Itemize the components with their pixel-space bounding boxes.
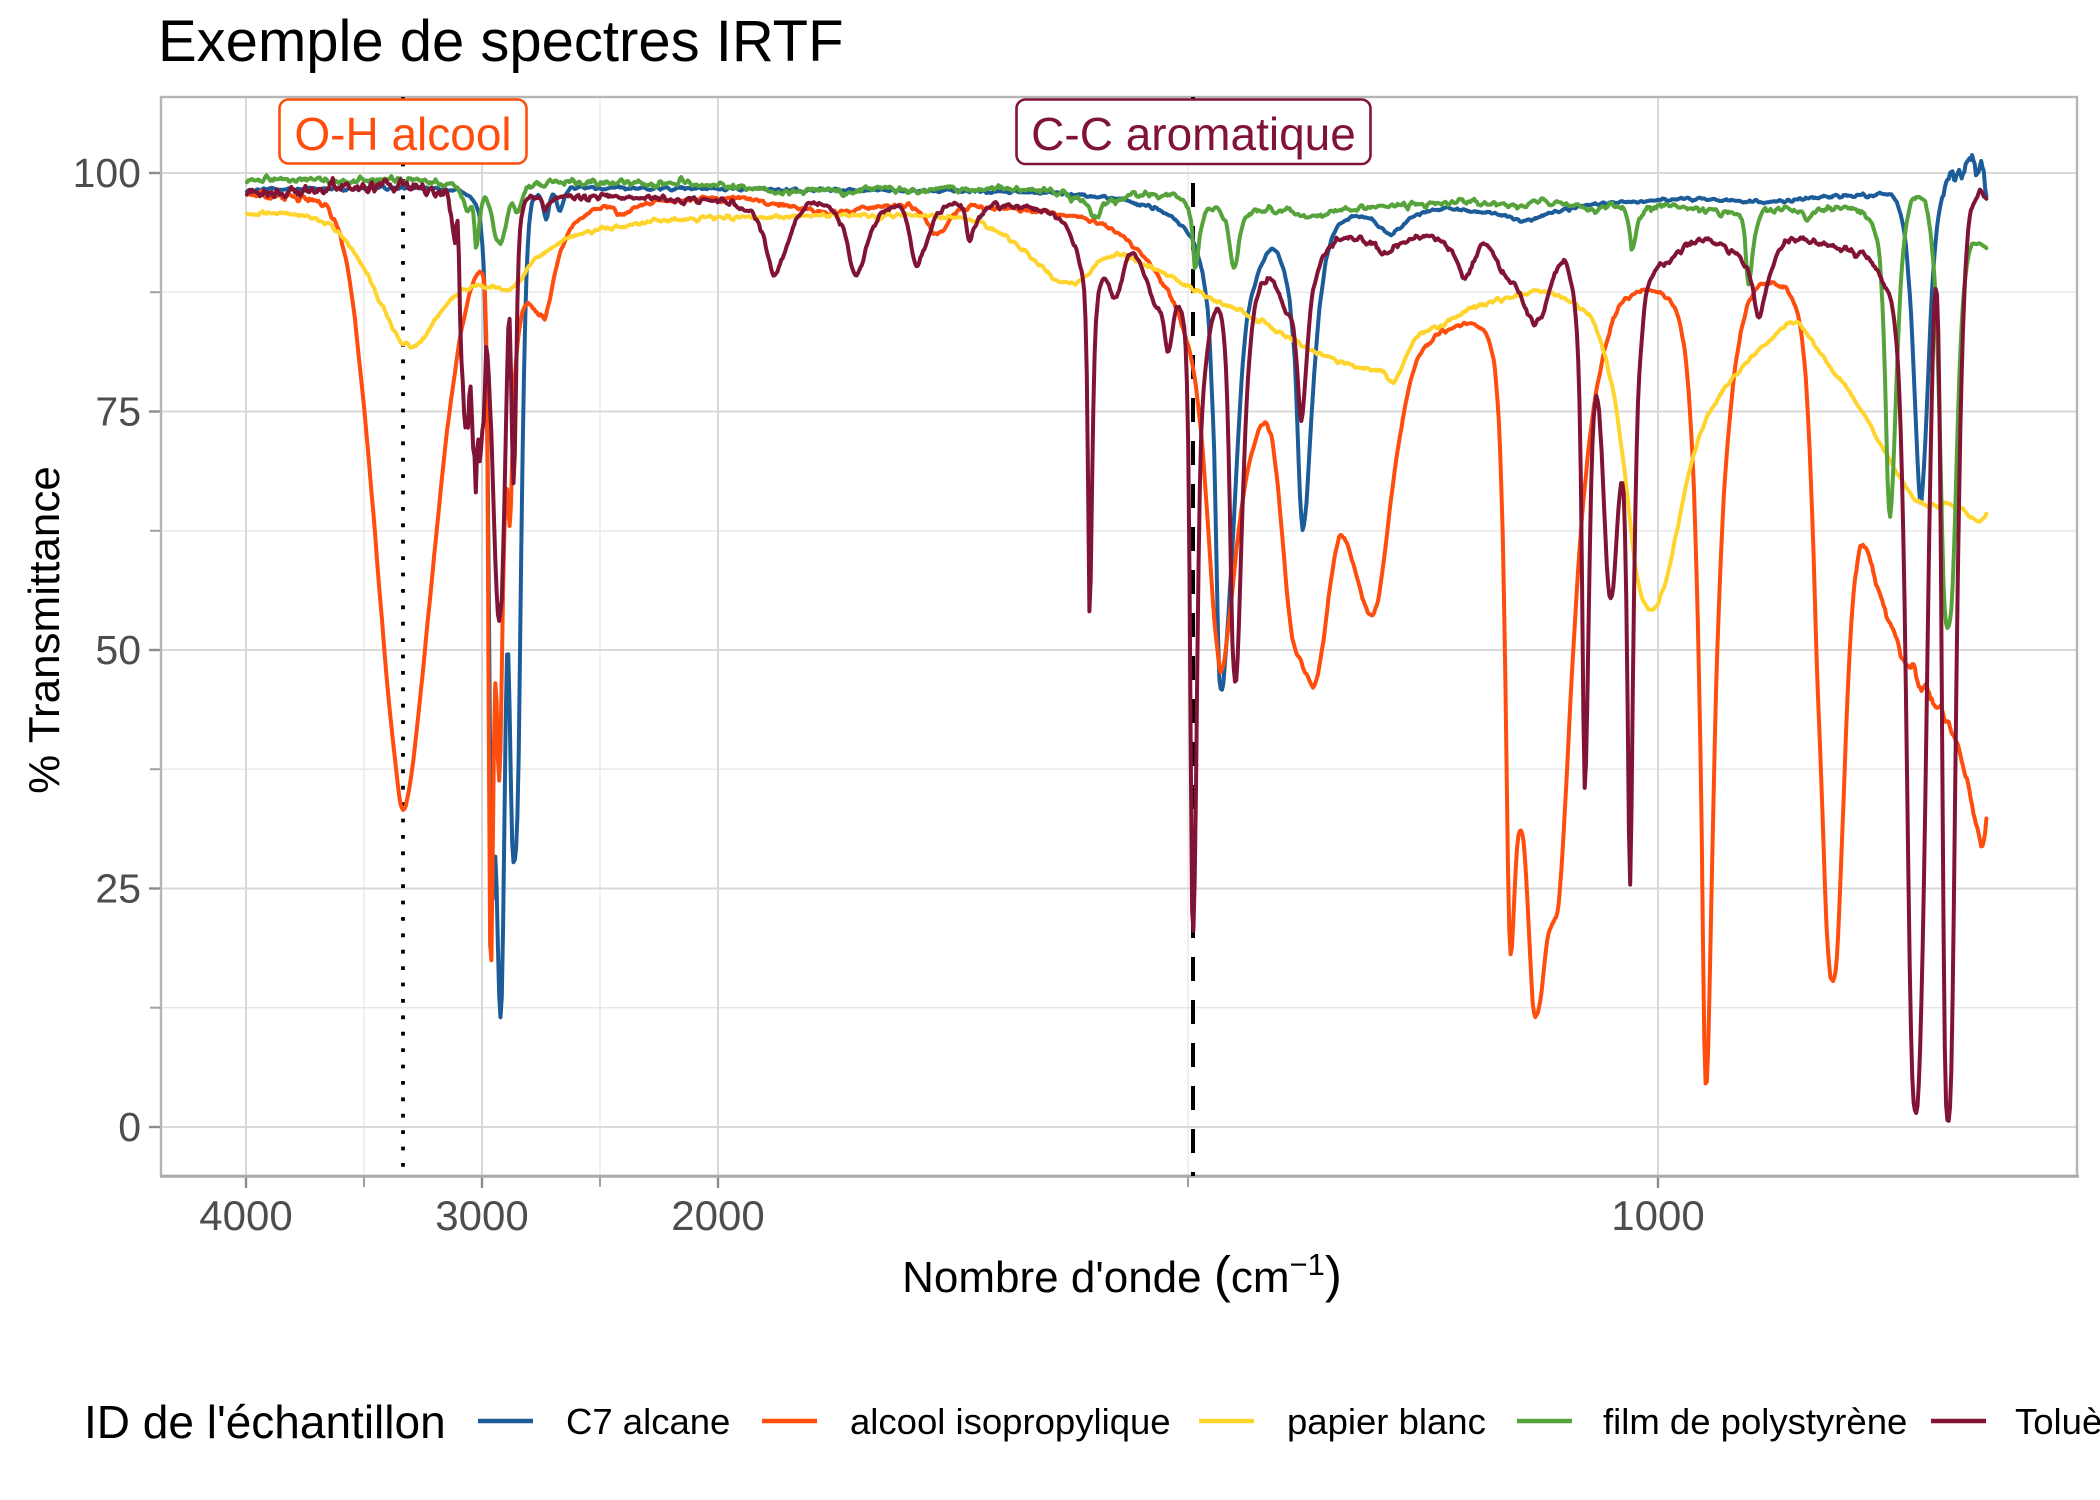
svg-text:1000: 1000 (1611, 1192, 1704, 1239)
svg-text:papier blanc: papier blanc (1287, 1401, 1486, 1442)
svg-text:0: 0 (118, 1104, 141, 1150)
svg-text:alcool isopropylique: alcool isopropylique (850, 1401, 1171, 1442)
svg-text:100: 100 (73, 150, 141, 196)
svg-text:O-H alcool: O-H alcool (294, 108, 511, 160)
svg-text:% Transmittance: % Transmittance (20, 466, 69, 794)
svg-text:4000: 4000 (199, 1192, 292, 1239)
svg-text:50: 50 (95, 627, 141, 673)
svg-text:Nombre d'onde (cm−1): Nombre d'onde (cm−1) (902, 1246, 1342, 1303)
svg-text:25: 25 (95, 866, 141, 912)
svg-text:ID de l'échantillon: ID de l'échantillon (84, 1396, 446, 1448)
svg-text:2000: 2000 (671, 1192, 764, 1239)
svg-text:C-C aromatique: C-C aromatique (1031, 108, 1356, 160)
svg-text:75: 75 (95, 389, 141, 435)
svg-text:C7 alcane: C7 alcane (566, 1401, 730, 1442)
svg-text:Toluène: Toluène (2015, 1401, 2100, 1442)
svg-text:film de polystyrène: film de polystyrène (1603, 1401, 1907, 1442)
svg-text:3000: 3000 (435, 1192, 528, 1239)
svg-text:Exemple de spectres IRTF: Exemple de spectres IRTF (158, 9, 844, 74)
